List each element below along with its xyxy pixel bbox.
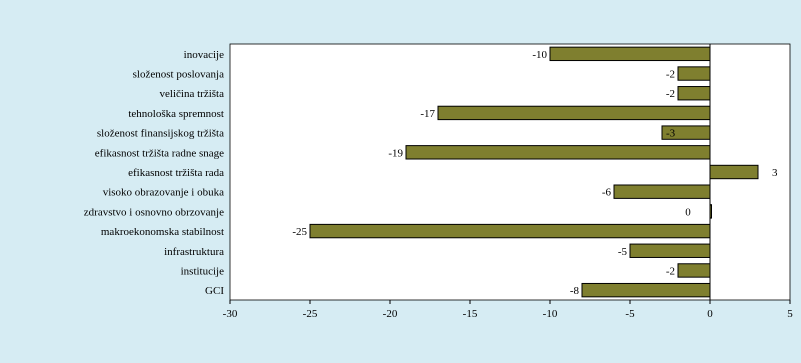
x-tick-label-7: 5 bbox=[787, 308, 793, 320]
x-tick-label-5: -5 bbox=[625, 308, 635, 320]
value-label-1: -2 bbox=[666, 69, 675, 81]
x-tick-label-2: -20 bbox=[383, 308, 398, 320]
category-label-12: GCI bbox=[205, 285, 224, 297]
x-tick-label-6: 0 bbox=[707, 308, 713, 320]
x-tick-label-1: -25 bbox=[303, 308, 318, 320]
bar-11 bbox=[677, 263, 711, 278]
bar-12 bbox=[581, 282, 711, 298]
bar-10 bbox=[629, 243, 711, 258]
category-label-3: tehnološka spremnost bbox=[128, 108, 224, 120]
value-label-8: 0 bbox=[685, 206, 691, 218]
value-label-2: -2 bbox=[666, 88, 675, 100]
category-label-5: efikasnost tržišta radne snage bbox=[95, 147, 224, 159]
value-label-4: -3 bbox=[666, 128, 676, 140]
category-label-11: institucije bbox=[181, 265, 225, 277]
category-label-4: složenost finansijskog tržišta bbox=[97, 128, 224, 140]
value-label-0: -10 bbox=[532, 49, 547, 61]
x-tick-label-4: -10 bbox=[543, 308, 558, 320]
x-tick-label-3: -15 bbox=[463, 308, 478, 320]
value-label-11: -2 bbox=[666, 265, 675, 277]
bar-5 bbox=[405, 145, 711, 160]
value-label-6: 3 bbox=[772, 167, 778, 179]
category-label-0: inovacije bbox=[184, 49, 224, 61]
value-label-7: -6 bbox=[602, 187, 612, 199]
category-label-7: visoko obrazovanje i obuka bbox=[103, 187, 224, 199]
bar-3 bbox=[437, 105, 711, 121]
x-tick-label-0: -30 bbox=[223, 308, 238, 320]
category-label-9: makroekonomska stabilnost bbox=[101, 226, 224, 238]
plot-area bbox=[229, 43, 791, 301]
bar-9 bbox=[309, 223, 711, 239]
category-label-8: zdravstvo i osnovno obrzovanje bbox=[84, 206, 224, 218]
value-label-9: -25 bbox=[292, 226, 307, 238]
bar-7 bbox=[613, 184, 711, 199]
bar-6 bbox=[709, 164, 759, 180]
category-label-1: složenost poslovanja bbox=[133, 69, 224, 81]
value-label-10: -5 bbox=[618, 246, 628, 258]
value-label-5: -19 bbox=[388, 147, 403, 159]
category-label-6: efikasnost tržišta rada bbox=[128, 167, 224, 179]
category-label-2: veličina tržišta bbox=[160, 88, 225, 100]
bar-2 bbox=[677, 86, 711, 101]
bar-1 bbox=[677, 66, 711, 81]
bar-0 bbox=[549, 46, 711, 62]
value-label-12: -8 bbox=[570, 285, 580, 297]
value-label-3: -17 bbox=[420, 108, 435, 120]
category-label-10: infrastruktura bbox=[164, 246, 224, 258]
